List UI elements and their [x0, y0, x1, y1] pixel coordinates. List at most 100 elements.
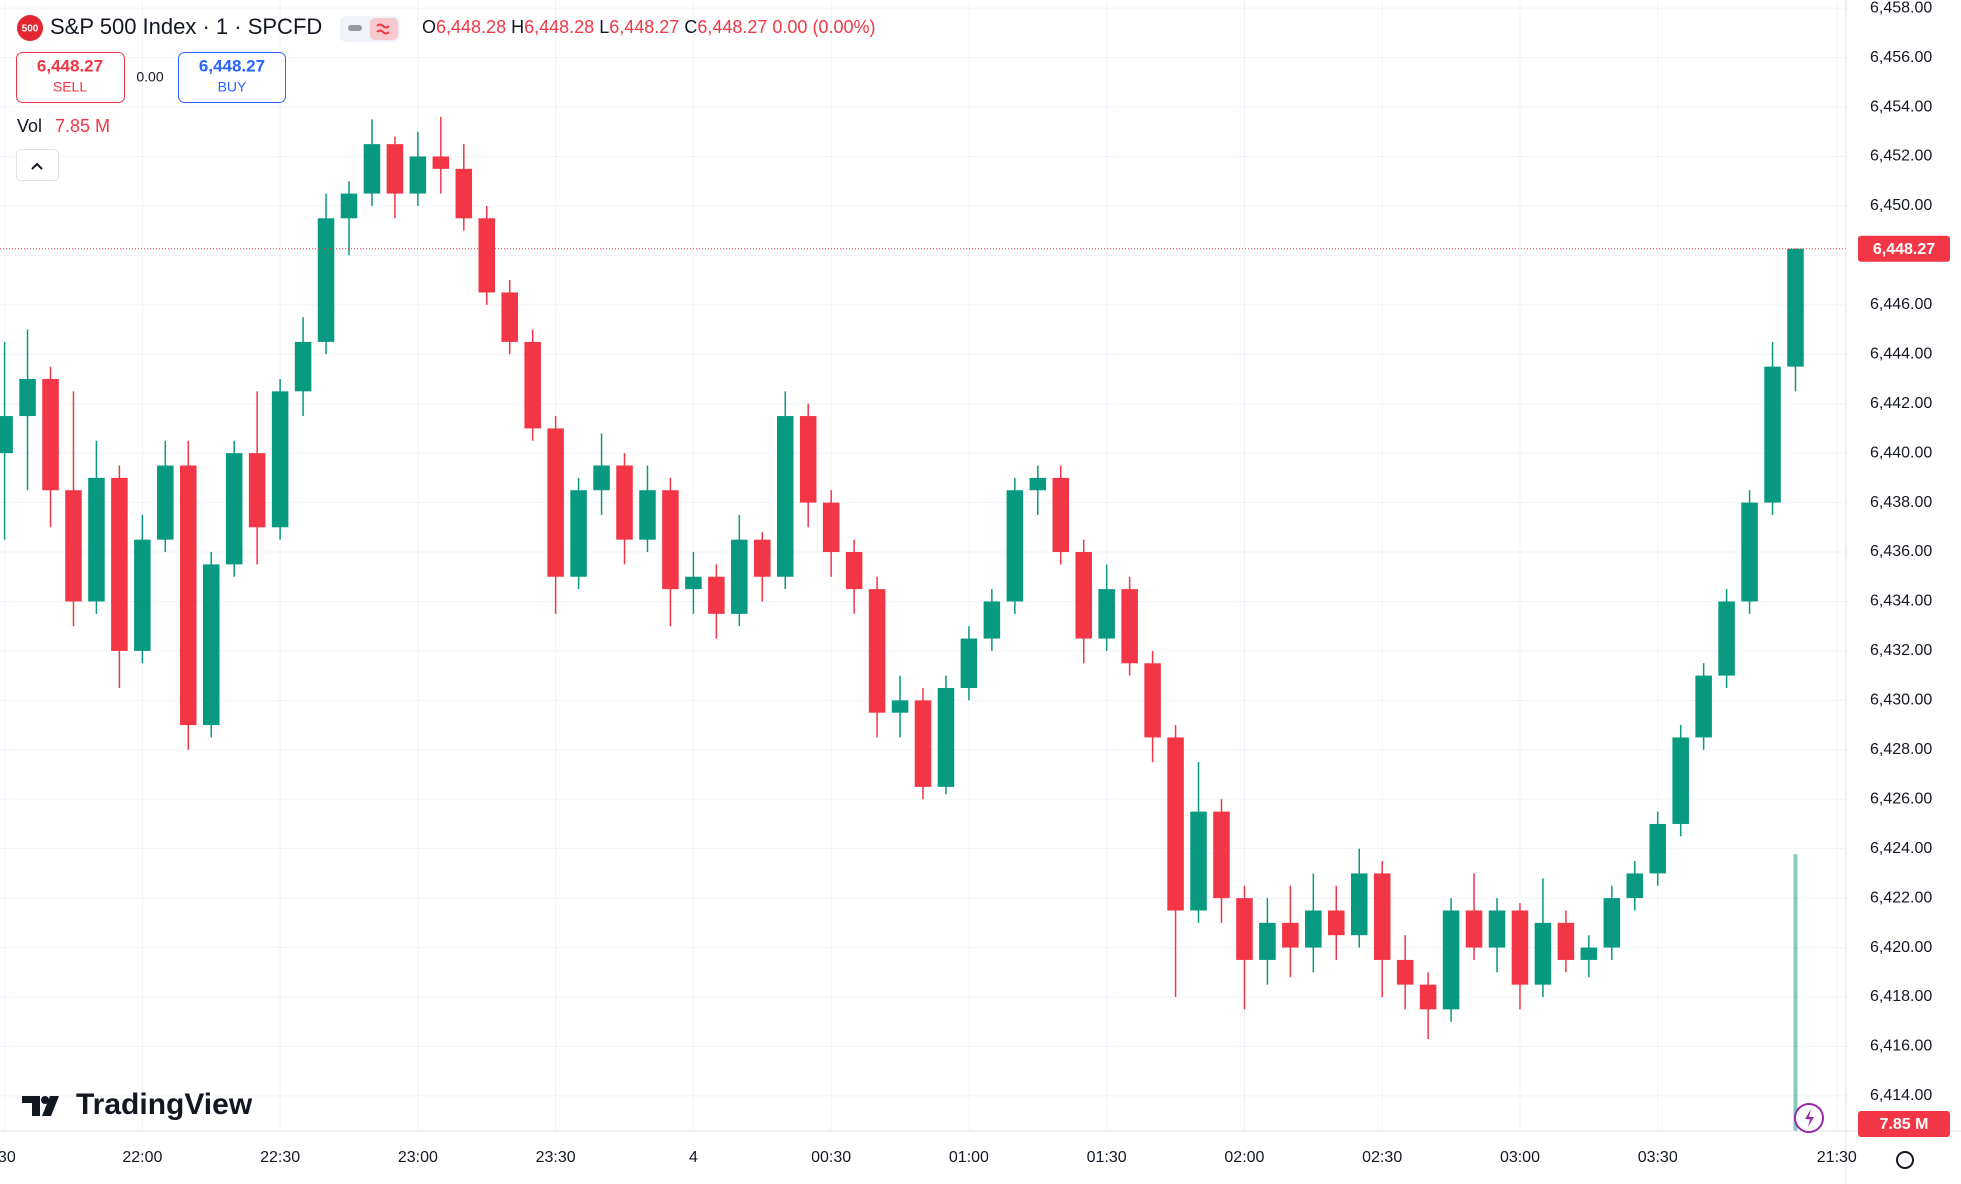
y-tick-label: 6,422.00 [1870, 889, 1932, 906]
candle-body [937, 687, 955, 787]
ohlc-value: 6,448.28 [524, 17, 594, 37]
x-tick-label: :30 [0, 1149, 16, 1166]
candle-body [340, 193, 358, 219]
candle-body [662, 490, 679, 590]
sell-button[interactable] [16, 52, 125, 103]
candle-body [1350, 873, 1368, 936]
ohlc-label: O [422, 17, 436, 37]
y-tick-label: 6,440.00 [1870, 444, 1932, 461]
candle-body [225, 453, 243, 565]
y-tick-label: 6,442.00 [1870, 395, 1932, 412]
candle-body [1236, 898, 1253, 960]
candle-body [1534, 922, 1552, 985]
candle-body [202, 564, 220, 726]
candle-body [1075, 552, 1092, 639]
ohlc-value: 6,448.27 [609, 17, 679, 37]
ohlc-label: L [599, 17, 609, 37]
candle-body [0, 416, 13, 454]
y-tick-label: 6,456.00 [1870, 49, 1932, 66]
x-tick-label: 03:00 [1500, 1149, 1540, 1166]
candle-body [1029, 477, 1047, 491]
candle-body [478, 218, 496, 293]
x-tick-label: 02:00 [1224, 1149, 1264, 1166]
candle-body [1787, 248, 1804, 367]
logo-text: TradingView [76, 1088, 253, 1121]
y-tick-label: 6,458.00 [1870, 0, 1932, 16]
y-tick-label: 6,416.00 [1870, 1038, 1932, 1055]
candle-body [914, 700, 932, 787]
settings-button[interactable] [1896, 1151, 1914, 1169]
y-tick-label: 6,420.00 [1870, 939, 1932, 956]
candle-body [88, 477, 105, 602]
last-price-label: 6,448.27 [1873, 241, 1935, 258]
candle-body [1213, 811, 1230, 899]
candle-body [1052, 477, 1070, 553]
candle-body [1649, 823, 1666, 874]
x-tick-label: 03:30 [1638, 1149, 1678, 1166]
ohlc-legend: O6,448.28 H6,448.28 L6,448.27 C6,448.27 … [422, 17, 875, 37]
candle-body [1511, 910, 1529, 985]
y-tick-label: 6,450.00 [1870, 197, 1932, 214]
candle-body [1259, 922, 1276, 960]
candle-body [65, 490, 82, 602]
buy-button[interactable] [178, 52, 286, 103]
candle-body [1557, 922, 1575, 960]
candle-body [294, 341, 312, 392]
candle-body [386, 144, 404, 194]
bolt-icon [1805, 1109, 1814, 1127]
candle-body [1488, 910, 1506, 948]
candle-body [1442, 910, 1460, 1010]
candle-body [1695, 675, 1712, 738]
candle-body [891, 700, 909, 713]
volume-label: Vol [17, 116, 42, 136]
candle-body [42, 378, 59, 491]
candle-body [1144, 663, 1161, 738]
candle-body [1672, 737, 1689, 824]
candle-body [317, 218, 335, 342]
y-tick-label: 6,418.00 [1870, 988, 1932, 1005]
candle-body [822, 502, 840, 553]
candle-body [685, 576, 702, 590]
spread: 0.00 [136, 69, 163, 85]
y-tick-label: 6,444.00 [1870, 345, 1932, 362]
candle-body [639, 490, 656, 540]
symbol-title[interactable]: S&P 500 Index · 1 · SPCFD [50, 14, 322, 39]
candle-body [1626, 873, 1644, 899]
candle-body [524, 341, 541, 429]
candle-body [845, 552, 863, 590]
candle-body [363, 144, 381, 194]
x-tick-label: 22:00 [122, 1149, 162, 1166]
candle-body [1419, 984, 1437, 1010]
axes: 6,414.00 6,416.00 6,418.00 6,420.00 6,422.00… [0, 0, 1950, 1166]
candle-body [134, 539, 151, 651]
candle-body [180, 465, 197, 726]
last-price-box [1858, 235, 1950, 262]
x-tick-label: 01:00 [949, 1149, 989, 1166]
candle-body [754, 539, 771, 577]
volume-bar [1793, 854, 1798, 1131]
y-tick-label: 6,454.00 [1870, 98, 1932, 115]
candle-body [1282, 922, 1299, 948]
x-tick-label: 00:30 [811, 1149, 851, 1166]
ohlc-value: 6,448.28 [436, 17, 506, 37]
symbol-badge[interactable] [17, 15, 43, 41]
candle-body [271, 391, 289, 528]
toggle-icon [348, 25, 362, 31]
buy-price: 6,448.27 [199, 56, 265, 75]
ohlc-label: C [684, 17, 697, 37]
candle-body [157, 465, 174, 540]
candle-body [19, 378, 36, 417]
candle-body [1373, 873, 1391, 960]
volume-axis-label: 7.85 M [1880, 1116, 1929, 1133]
candle-body [1465, 910, 1483, 948]
toggle-on[interactable] [370, 18, 398, 40]
candle-body [1580, 947, 1598, 960]
change: 0.00 (0.00%) [772, 17, 875, 37]
candle-body [960, 638, 978, 688]
candle-body [983, 601, 1001, 639]
y-tick-label: 6,438.00 [1870, 494, 1932, 511]
candle-body [708, 576, 725, 614]
grid [0, 0, 1846, 1131]
x-tick-label: 01:30 [1087, 1149, 1127, 1166]
candle-body [1603, 898, 1621, 948]
